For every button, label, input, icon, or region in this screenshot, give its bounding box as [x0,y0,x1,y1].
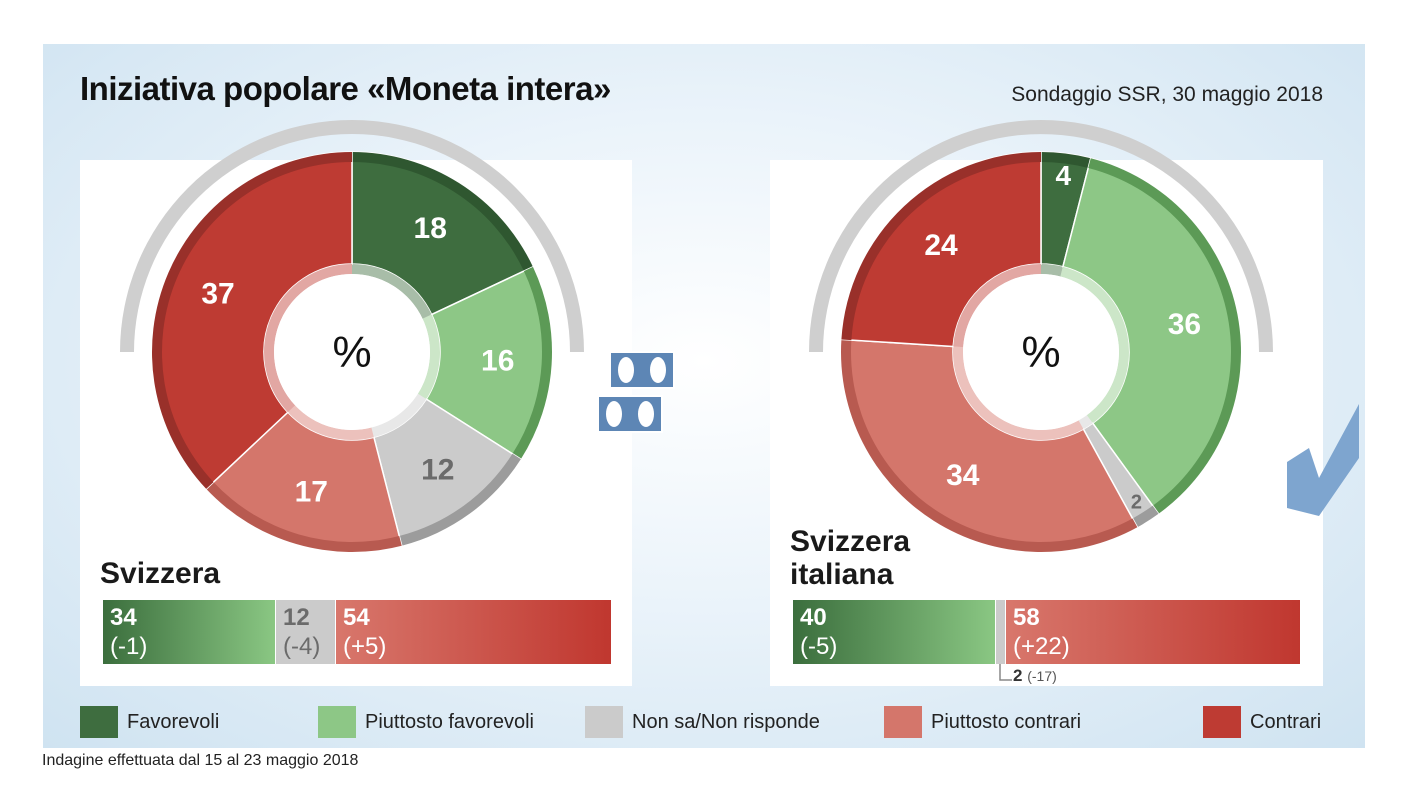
checkmark-icon [1287,404,1359,516]
summary-change: (+22) [1013,633,1070,660]
legend-label: Piuttosto favorevoli [365,710,534,733]
summary-change: (-1) [110,633,148,660]
summary-bar-favorevoli-svizzera: 34 (-1) [103,600,275,664]
slice-inner-ring-non-sa [1078,415,1093,430]
legend-swatch [1203,706,1241,738]
legend-swatch [318,706,356,738]
summary-bar-contrari-ti: 58 (+22) [1006,600,1300,664]
slice-label-non-sa: 2 [1131,491,1142,513]
summary-bar-nonsa-ti [996,600,1005,664]
money-bills-icon [597,351,675,433]
legend-item-piuttosto-contrari: Piuttosto contrari [884,706,1081,738]
slice-inner-ring-contrari [953,264,1041,348]
slice-rim-non-sa [1132,505,1159,528]
callout-bracket [999,664,1012,681]
summary-note-nonsa-ti: 2 (-17) [1013,666,1057,686]
region-label-svizzera-italiana: Svizzera italiana [790,525,910,591]
legend-item-favorevoli: Favorevoli [80,706,219,738]
legend-label: Favorevoli [127,710,220,733]
summary-change: (-4) [283,633,321,660]
slice-inner-ring-non-sa [371,393,427,438]
slice-label-piuttosto-favorevoli: 36 [1168,308,1201,341]
summary-value: 40 [800,604,827,631]
summary-bar-nonsa-svizzera: 12 (-4) [276,600,335,664]
slice-label-non-sa: 12 [421,454,454,487]
donut-hole [963,274,1119,430]
slice-rim-contrari [841,152,1041,341]
slice-inner-ring-contrari [264,264,352,413]
page-title: Iniziativa popolare «Moneta intera» [80,70,611,107]
center-label: % [1021,328,1060,377]
legend-swatch [585,706,623,738]
source-note: Sondaggio SSR, 30 maggio 2018 [1011,83,1323,106]
slice-rim-non-sa [399,453,521,546]
slice-inner-ring-piuttosto-contrari [287,405,374,440]
legend-item-non-sa: Non sa/Non risponde [585,706,820,738]
slice-inner-ring-favorevoli [1041,264,1063,277]
footer-note: Indagine effettuata dal 15 al 23 maggio … [42,752,359,769]
summary-value: 54 [343,604,370,631]
legend-swatch [884,706,922,738]
legend-item-contrari: Contrari [1203,706,1321,738]
slice-label-piuttosto-contrari: 17 [295,476,328,509]
summary-bar-contrari-svizzera: 54 (+5) [336,600,611,664]
slice-rim-favorevoli [1041,152,1091,168]
region-line: Svizzera [790,525,911,558]
slice-inner-ring-piuttosto-contrari [953,346,1084,440]
summary-value: 12 [283,604,310,631]
slice-label-piuttosto-contrari: 34 [946,459,980,492]
slice-rim-piuttosto-favorevoli [512,266,552,460]
summary-bar-favorevoli-ti: 40 (-5) [793,600,995,664]
summary-change: (-5) [800,633,838,660]
legend-item-piuttosto-favorevoli: Piuttosto favorevoli [318,706,534,738]
slice-label-contrari: 37 [201,278,234,311]
region-line: italiana [790,558,894,591]
summary-value: 34 [110,604,137,631]
slice-label-contrari: 24 [924,229,958,262]
slice-label-piuttosto-favorevoli: 16 [481,345,514,378]
slice-label-favorevoli: 4 [1056,160,1072,191]
donut-hole [274,274,430,430]
center-label: % [332,328,371,377]
slice-rim-piuttosto-contrari [841,339,1138,552]
slice-rim-piuttosto-favorevoli [1088,158,1241,514]
summary-value: 58 [1013,604,1040,631]
summary-value: 2 [1013,666,1023,685]
legend-label: Contrari [1250,710,1322,733]
slice-rim-favorevoli [352,152,533,272]
slice-inner-ring-piuttosto-favorevoli [417,314,440,400]
slice-label-favorevoli: 18 [414,212,447,245]
legend-swatch [80,706,118,738]
summary-change: (-17) [1027,668,1057,684]
slice-inner-ring-piuttosto-favorevoli [1060,266,1129,424]
summary-change: (+5) [343,633,387,660]
slice-inner-ring-favorevoli [352,264,432,319]
slice-rim-piuttosto-contrari [206,482,402,552]
legend-label: Piuttosto contrari [931,710,1082,733]
legend-label: Non sa/Non risponde [632,710,820,733]
region-label-svizzera: Svizzera [100,557,221,590]
